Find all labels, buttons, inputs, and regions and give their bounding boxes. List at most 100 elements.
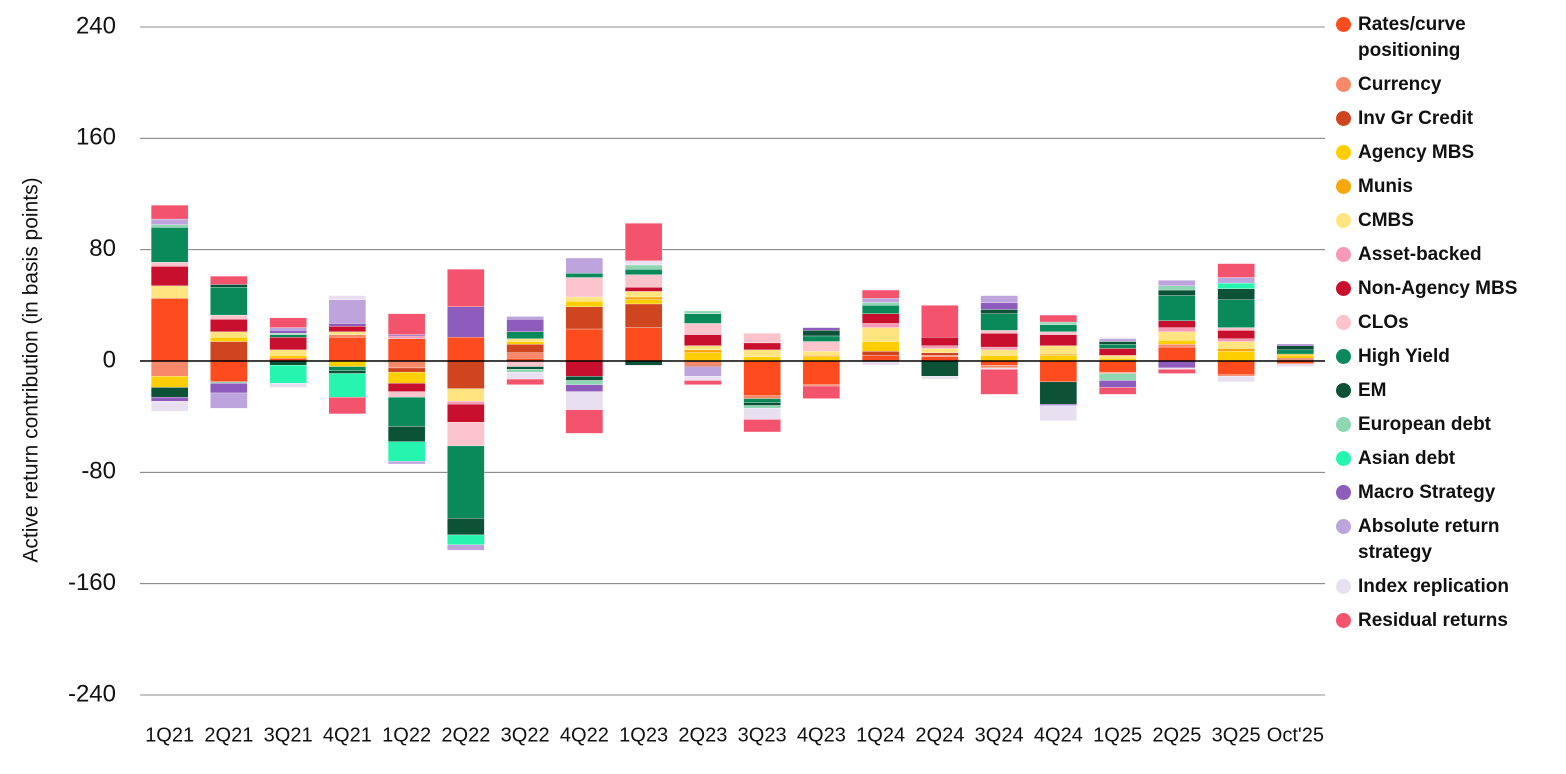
bar-segment: [1217, 338, 1255, 342]
bar-segment: [1276, 344, 1315, 346]
bar-segment: [684, 334, 722, 346]
bar-segment: [1158, 285, 1196, 291]
bar-segment: [743, 342, 781, 351]
bar-segment: [269, 383, 307, 388]
bar-segment: [980, 330, 1018, 334]
bar-segment: [565, 384, 604, 392]
bar-segment: [1217, 288, 1255, 300]
bar-segment: [624, 223, 663, 261]
bar-segment: [684, 323, 722, 335]
bar-segment: [565, 380, 604, 385]
bar-segment: [624, 303, 663, 328]
x-tick-label: 2Q22: [441, 724, 490, 746]
legend-marker: [1336, 145, 1351, 160]
bar-segment: [565, 277, 604, 298]
bar-segment: [624, 268, 663, 275]
x-tick-label: 4Q22: [560, 724, 609, 746]
x-tick-label: 3Q24: [975, 724, 1024, 746]
bar-segment: [1039, 405, 1078, 421]
bar-segment: [210, 337, 248, 342]
legend-marker: [1336, 247, 1351, 262]
bar-segment: [861, 305, 900, 314]
bar-segment: [1098, 373, 1137, 381]
bar-segment: [921, 348, 959, 353]
bar-segment: [210, 284, 248, 288]
bar-segment: [506, 369, 544, 373]
y-tick-label: -80: [81, 458, 116, 485]
legend-marker: [1336, 77, 1351, 92]
legend-label: Residual returns: [1358, 610, 1508, 631]
legend: Rates/curve positioning Currency Inv Gr Cr…: [1336, 12, 1541, 634]
bar-segment: [447, 401, 485, 405]
legend-marker: [1336, 281, 1351, 296]
legend-marker: [1336, 417, 1351, 432]
bar-segment: [328, 366, 367, 371]
legend-label: Currency: [1358, 74, 1442, 95]
bar-segment: [1098, 341, 1137, 345]
bar-segment: [1158, 295, 1196, 321]
bar-segment: [1217, 341, 1255, 349]
legend-label: CMBS: [1358, 210, 1414, 231]
bar-segment: [387, 334, 426, 337]
bar-segment: [565, 409, 604, 434]
bar-segment: [684, 345, 722, 351]
bar-segment: [684, 310, 722, 314]
bar-segment: [980, 313, 1018, 331]
bar-segment: [328, 370, 367, 374]
bar-segment: [387, 461, 426, 465]
bar-segment: [743, 360, 781, 396]
bar-segment: [387, 391, 426, 398]
y-tick-label: -160: [68, 569, 116, 596]
bar-segment: [624, 287, 663, 292]
bar-segment: [624, 260, 663, 266]
bar-segment: [1276, 353, 1315, 356]
bar-segment: [1217, 376, 1255, 383]
bar-segment: [506, 352, 544, 359]
bar-segment: [328, 326, 367, 332]
x-tick-label: 3Q22: [501, 724, 550, 746]
bar-segment: [447, 544, 485, 551]
bar-segment: [1158, 346, 1196, 362]
bar-segment: [921, 345, 959, 349]
bar-segment: [1158, 280, 1196, 286]
bar-segment: [269, 349, 307, 356]
x-tick-label: 1Q22: [382, 724, 431, 746]
legend-marker: [1336, 485, 1351, 500]
bar-segment: [565, 360, 604, 377]
bar-segment: [861, 302, 900, 306]
x-tick-label: 4Q21: [323, 724, 372, 746]
bar-segment: [565, 257, 604, 274]
y-tick-label: 80: [89, 235, 116, 262]
bar-segment: [387, 335, 426, 339]
bar-segment: [743, 333, 781, 344]
bar-segment: [980, 349, 1018, 356]
bar-segment: [447, 534, 485, 545]
bar-segment: [210, 287, 248, 316]
legend-item: Currency: [1336, 72, 1541, 98]
bar-segment: [1098, 338, 1137, 342]
bar-segment: [210, 275, 248, 285]
bar-segment: [506, 316, 544, 320]
legend-marker: [1336, 315, 1351, 330]
bar-segment: [1217, 374, 1255, 377]
bar-segment: [328, 397, 367, 415]
bar-segment: [1039, 381, 1078, 405]
legend-label: Macro Strategy: [1358, 482, 1496, 503]
legend-marker: [1336, 451, 1351, 466]
bar-segment: [269, 333, 307, 335]
bar-segment: [269, 330, 307, 334]
bar-segment: [1217, 348, 1255, 352]
bar-segment: [1217, 277, 1255, 284]
bar-segment: [1098, 344, 1137, 349]
x-tick-label: 4Q24: [1034, 724, 1083, 746]
bar-segment: [565, 376, 604, 381]
x-tick-label: 1Q21: [145, 724, 194, 746]
bar-segment: [269, 334, 307, 338]
bar-segment: [802, 355, 841, 357]
bar-segment: [684, 365, 722, 367]
bar-segment: [684, 366, 722, 377]
bar-segment: [624, 327, 663, 362]
bar-segment: [802, 330, 841, 337]
bar-segment: [447, 337, 485, 362]
bar-segment: [624, 296, 663, 300]
